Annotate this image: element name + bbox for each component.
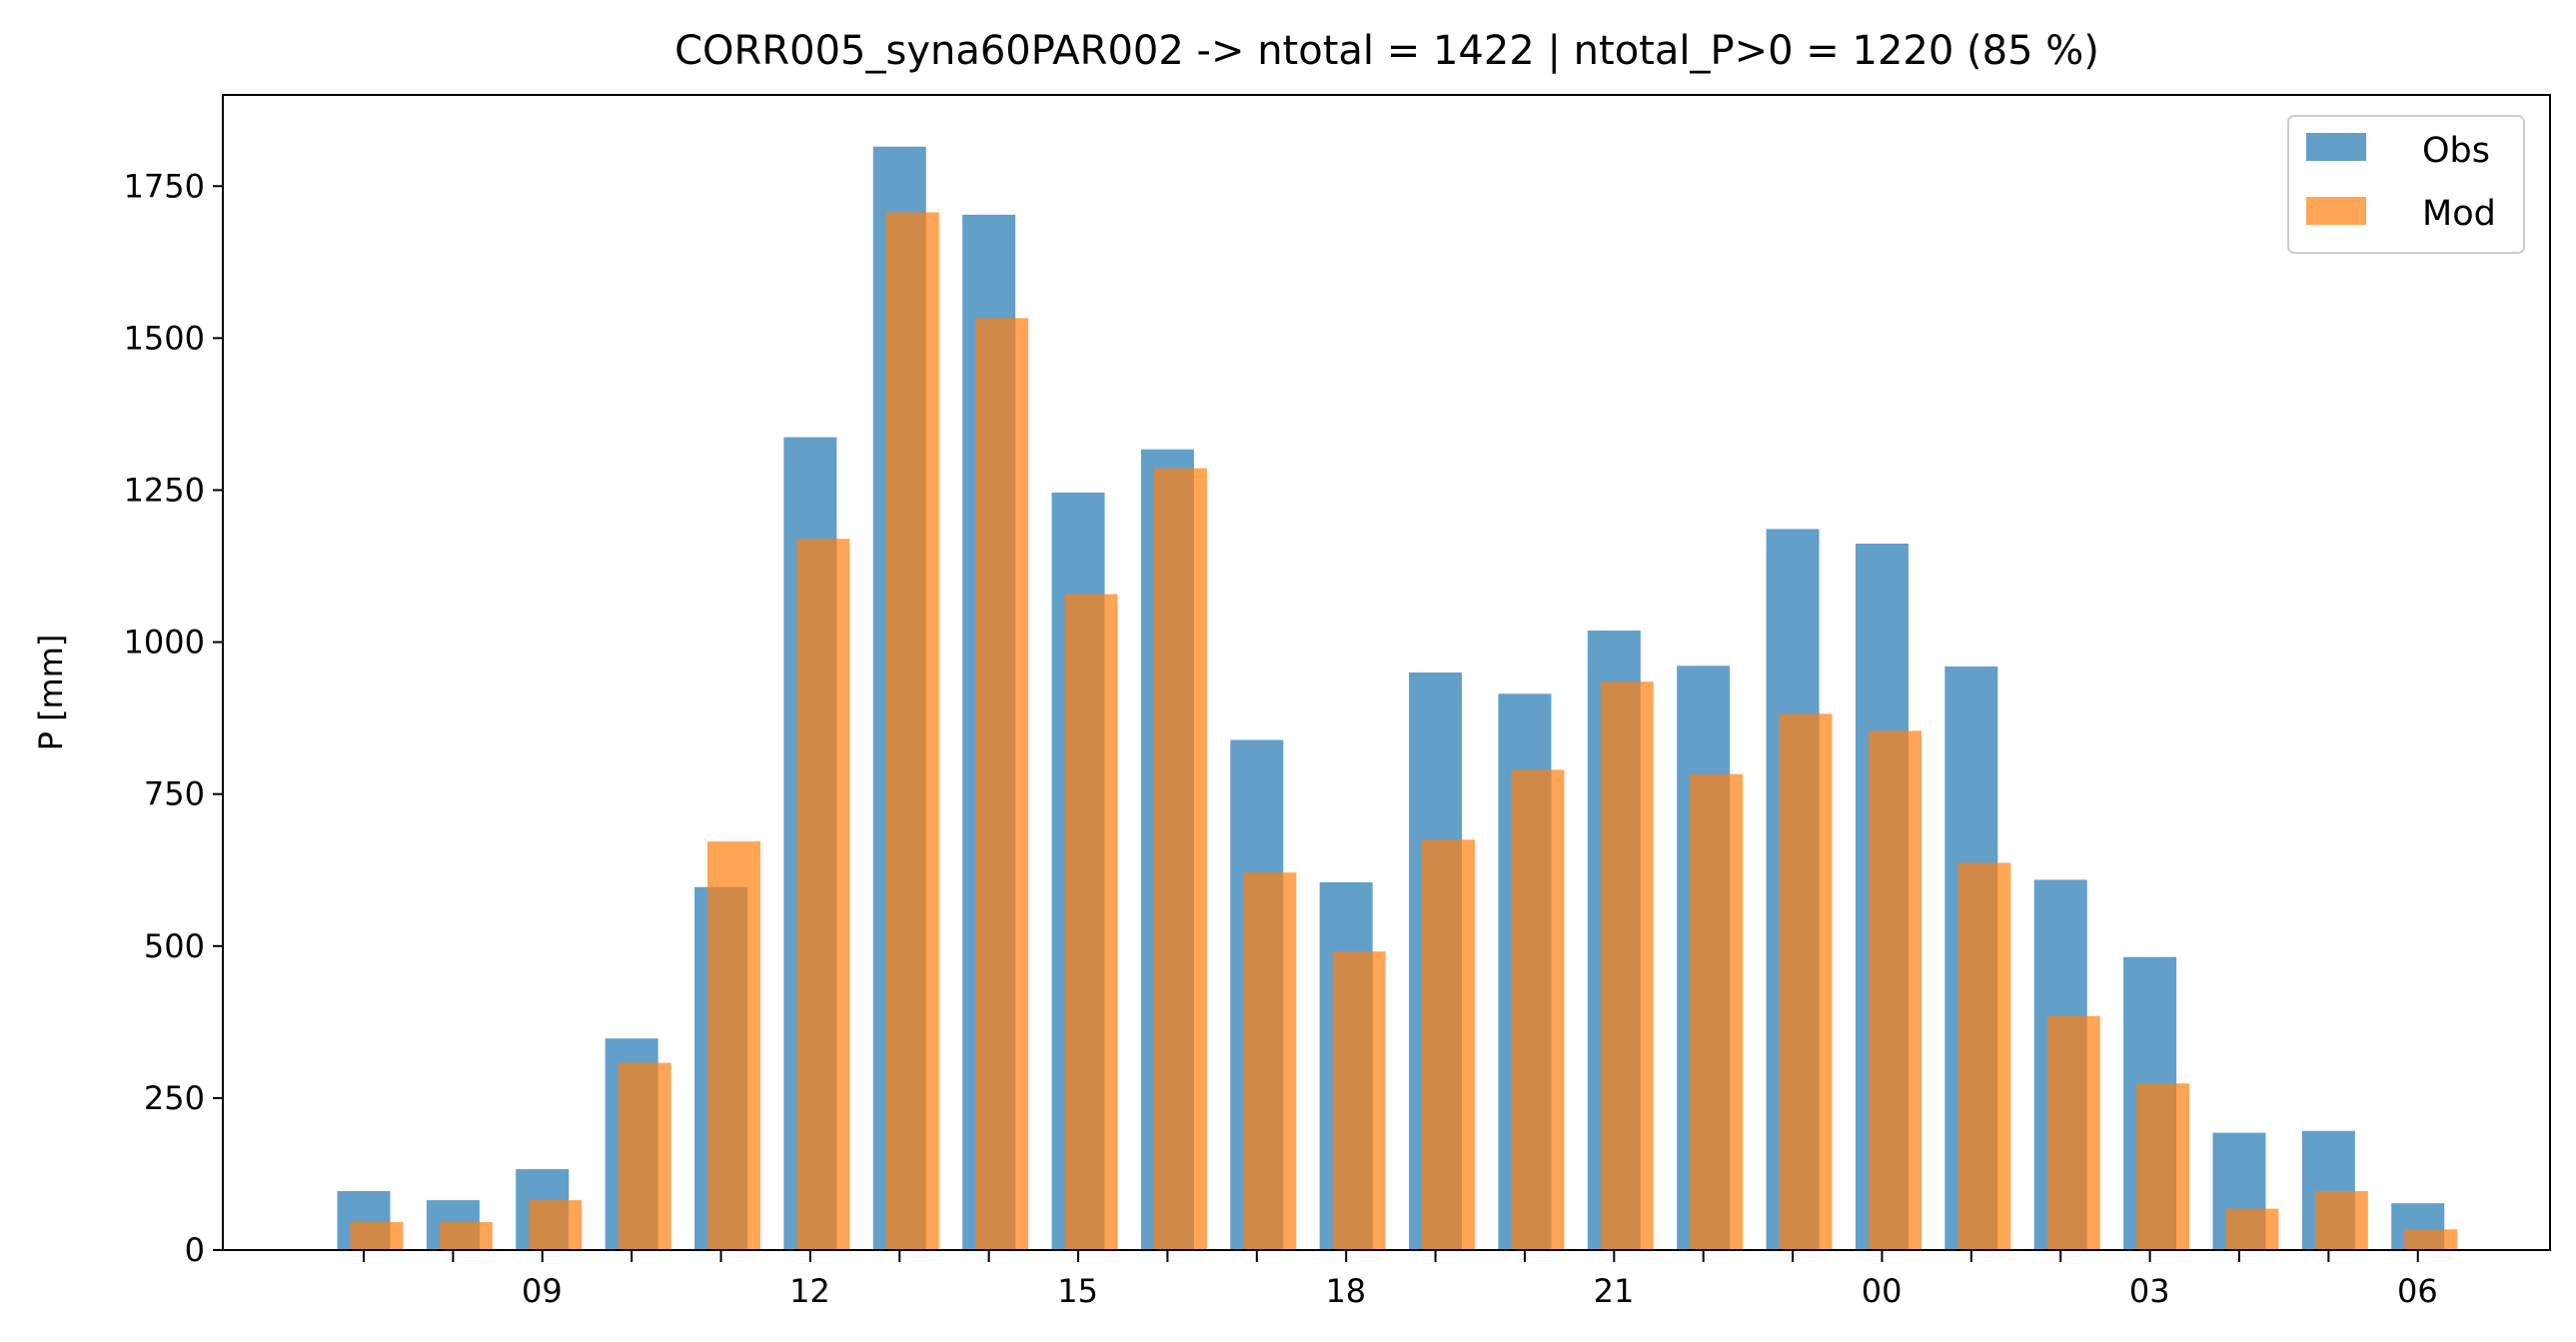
bar-mod-14 [885,212,939,1251]
y-tick-label-1250: 1250 [124,471,205,509]
legend-swatch-obs [2306,133,2366,161]
x-tick-label-18: 18 [1325,1272,1366,1310]
y-axis-label: P [mm] [32,635,70,751]
chart-title: CORR005_syna60PAR002 -> ntotal = 1422 | … [674,28,2099,74]
x-tick-label-12: 12 [789,1272,830,1310]
bar-mod-23 [1690,773,1744,1250]
bar-mod-15 [975,318,1029,1250]
bar-mod-08 [350,1222,404,1250]
bar-mod-05 [2225,1208,2279,1250]
x-tick-label-09: 09 [522,1272,563,1310]
y-tick-label-500: 500 [144,927,205,965]
x-tick-label-06: 06 [2397,1272,2438,1310]
bar-mod-16 [1064,594,1118,1250]
bar-mod-18 [1243,872,1297,1250]
legend-label-obs: Obs [2422,131,2490,171]
x-tick-label-00: 00 [1862,1272,1903,1310]
x-tick-label-21: 21 [1594,1272,1635,1310]
y-tick-label-750: 750 [144,775,205,813]
bar-mod-17 [1153,468,1207,1250]
x-tick-label-03: 03 [2129,1272,2170,1310]
y-tick-label-1750: 1750 [124,167,205,205]
y-tick-label-250: 250 [144,1079,205,1117]
bar-mod-01 [1868,730,1922,1250]
bar-mod-09 [439,1222,493,1250]
bar-mod-10 [529,1200,583,1250]
y-tick-label-1000: 1000 [124,624,205,662]
bar-mod-03 [2046,1015,2100,1250]
bar-mod-11 [618,1062,671,1250]
legend: Obs Mod [2287,115,2525,254]
bar-mod-13 [796,539,850,1250]
y-tick-label-1500: 1500 [124,319,205,357]
bar-mod-04 [2136,1083,2190,1250]
y-tick-label-0: 0 [185,1231,205,1269]
legend-swatch-mod [2306,197,2366,225]
bar-mod-21 [1511,769,1565,1250]
bar-mod-07 [2404,1229,2458,1250]
bars-layer [337,146,2458,1251]
x-tick-label-15: 15 [1057,1272,1098,1310]
bar-mod-12 [707,841,761,1250]
bar-mod-02 [1957,862,2011,1250]
bar-mod-20 [1422,839,1476,1250]
legend-label-mod: Mod [2422,194,2496,234]
bar-mod-22 [1600,681,1654,1250]
plot-frame [222,94,2551,1251]
bar-mod-19 [1332,951,1386,1250]
bar-mod-00 [1779,713,1833,1250]
axes-layer: 0 250 500 750 1000 1250 1500 1750 09 12 15 18 21 00 03… [124,94,2551,1310]
bar-mod-06 [2314,1190,2368,1250]
